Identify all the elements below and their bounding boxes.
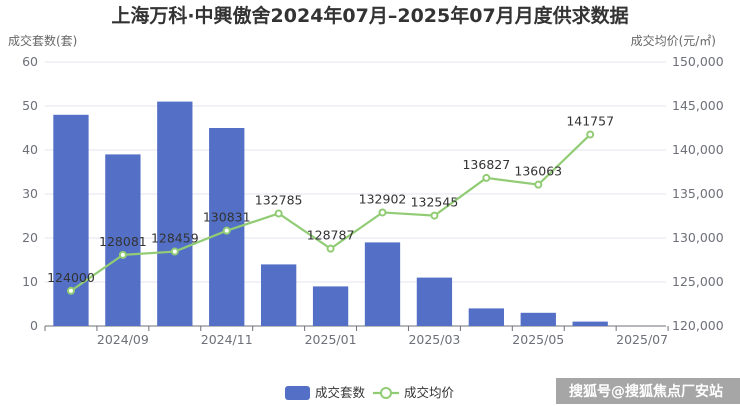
price-data-label: 128081: [99, 234, 147, 249]
y-right-tick-label: 130,000: [672, 230, 724, 245]
y-left-tick-label: 40: [22, 142, 38, 157]
bar: [312, 286, 349, 326]
price-point: [170, 247, 179, 256]
price-data-label: 124000: [47, 270, 95, 285]
price-point: [482, 173, 491, 182]
x-tick-label: 2025/03: [408, 332, 460, 347]
x-tick-label: 2024/11: [201, 332, 253, 347]
legend-bar-swatch: [285, 386, 310, 400]
legend: 成交套数 成交均价: [285, 385, 455, 400]
price-data-label: 132545: [411, 195, 459, 210]
watermark-bg: [556, 378, 740, 404]
chart-title: 上海万科·中興傲舍2024年07月–2025年07月月度供求数据: [111, 4, 628, 27]
bar: [572, 321, 608, 326]
price-data-label: 128459: [151, 231, 199, 246]
y-left-tick-label: 20: [22, 230, 38, 245]
x-tick-label: 2025/07: [616, 332, 668, 347]
y-left-tick-label: 0: [30, 318, 38, 333]
price-data-label: 141757: [566, 114, 614, 129]
y-left-tick-label: 50: [22, 98, 38, 113]
price-data-label: 128787: [307, 228, 355, 243]
y-right-tick-label: 135,000: [672, 186, 724, 201]
y-left-tick-label: 60: [22, 54, 38, 69]
line-series: 124000 128081 128459 130831 132785 128787 1329…: [47, 114, 614, 295]
legend-bar-label: 成交套数: [315, 385, 366, 400]
price-data-label: 130831: [203, 210, 251, 225]
y-left-tick-label: 10: [22, 274, 38, 289]
bar: [157, 101, 193, 326]
y-right-tick-label: 140,000: [672, 142, 724, 157]
x-tick-label: 2025/05: [512, 332, 564, 347]
y-right-tick-label: 150,000: [672, 54, 724, 69]
price-point: [378, 208, 387, 217]
bar: [416, 277, 453, 326]
bar: [364, 242, 401, 326]
price-data-label: 132785: [255, 192, 303, 207]
bar: [468, 308, 504, 326]
price-point: [534, 180, 543, 189]
bar: [520, 312, 556, 326]
bar: [261, 264, 297, 326]
price-point: [118, 250, 127, 259]
axis-ticks: 0 10 20 30 40 50 60 120,000 125,000 130,000 135,00…: [22, 54, 724, 347]
y-left-axis-title: 成交套数(套): [8, 33, 77, 48]
price-data-label: 132902: [359, 191, 407, 206]
x-tick-label: 2025/01: [305, 332, 357, 347]
y-right-tick-label: 125,000: [672, 274, 724, 289]
price-data-label: 136063: [514, 164, 562, 179]
bar: [105, 154, 141, 326]
price-point: [274, 209, 283, 218]
price-point: [326, 244, 335, 253]
price-data-label: 136827: [462, 157, 510, 172]
y-left-tick-label: 30: [22, 186, 38, 201]
price-point: [430, 211, 439, 220]
x-tick-label: 2024/09: [97, 332, 149, 347]
grid-lines: [45, 61, 666, 327]
watermark-text: 搜狐号@搜狐焦点厂安站: [569, 383, 723, 400]
legend-line-label: 成交均价: [404, 385, 455, 400]
bar-series: [53, 101, 608, 326]
price-point: [222, 226, 231, 235]
y-right-tick-label: 145,000: [672, 98, 724, 113]
price-point: [66, 286, 75, 295]
y-right-tick-label: 120,000: [672, 318, 724, 333]
y-right-axis-title: 成交均价(元/㎡): [631, 33, 716, 48]
legend-line-marker: [380, 387, 392, 399]
price-line: [70, 133, 591, 292]
price-point: [586, 130, 595, 139]
